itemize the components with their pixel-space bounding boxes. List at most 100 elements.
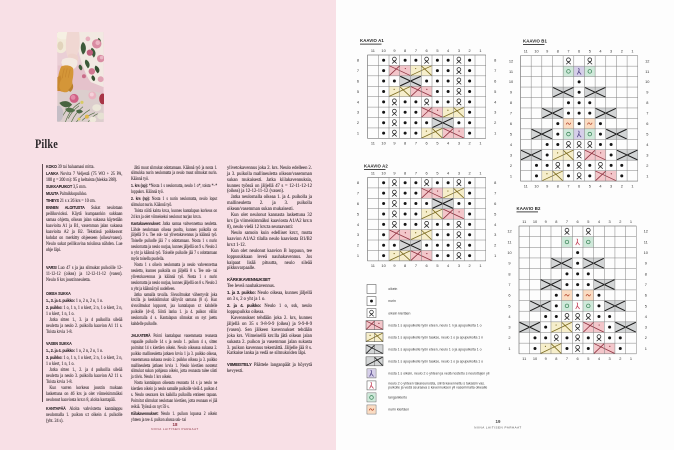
svg-text:1: 1 bbox=[479, 141, 481, 146]
svg-text:7: 7 bbox=[645, 282, 647, 287]
svg-text:11: 11 bbox=[645, 69, 649, 74]
svg-text:6: 6 bbox=[510, 121, 512, 126]
svg-text:2: 2 bbox=[469, 141, 471, 146]
svg-text:9: 9 bbox=[546, 183, 548, 188]
svg-text:4: 4 bbox=[494, 222, 497, 227]
svg-text:2: 2 bbox=[645, 335, 647, 340]
svg-text:11: 11 bbox=[644, 239, 648, 244]
svg-text:2: 2 bbox=[494, 120, 496, 125]
svg-text:NIINA LAITISEN PARHAAT: NIINA LAITISEN PARHAAT bbox=[474, 426, 522, 430]
svg-text:8: 8 bbox=[404, 48, 406, 53]
svg-text:5: 5 bbox=[494, 211, 496, 216]
svg-text:3: 3 bbox=[646, 152, 648, 157]
svg-text:3: 3 bbox=[609, 356, 611, 361]
svg-text:7: 7 bbox=[566, 219, 568, 224]
svg-text:10: 10 bbox=[507, 250, 512, 255]
svg-text:8: 8 bbox=[404, 141, 406, 146]
svg-text:7: 7 bbox=[566, 356, 568, 361]
svg-text:7: 7 bbox=[494, 191, 496, 196]
svg-text:KAAVIO B2: KAAVIO B2 bbox=[517, 206, 541, 211]
svg-text:10: 10 bbox=[381, 263, 386, 268]
svg-text:7: 7 bbox=[567, 183, 569, 188]
svg-text:3: 3 bbox=[357, 232, 359, 237]
svg-text:8: 8 bbox=[508, 271, 510, 276]
svg-text:langankierto: langankierto bbox=[388, 396, 407, 400]
svg-text:7: 7 bbox=[494, 68, 496, 73]
svg-text:8: 8 bbox=[357, 180, 359, 185]
svg-text:5: 5 bbox=[589, 49, 591, 54]
svg-text:7: 7 bbox=[510, 111, 512, 116]
svg-text:6: 6 bbox=[577, 356, 579, 361]
svg-text:3: 3 bbox=[458, 170, 460, 175]
svg-text:10: 10 bbox=[381, 170, 386, 175]
svg-text:4: 4 bbox=[357, 99, 360, 104]
svg-text:9: 9 bbox=[545, 356, 547, 361]
svg-text:5: 5 bbox=[357, 211, 359, 216]
svg-text:1: 1 bbox=[479, 263, 481, 268]
svg-text:2: 2 bbox=[619, 356, 621, 361]
svg-text:oikein kiertäen: oikein kiertäen bbox=[388, 311, 410, 315]
svg-text:4: 4 bbox=[447, 170, 450, 175]
svg-text:4: 4 bbox=[598, 356, 601, 361]
svg-text:11: 11 bbox=[522, 219, 526, 224]
svg-text:5: 5 bbox=[436, 141, 438, 146]
svg-text:1: 1 bbox=[631, 183, 633, 188]
svg-text:4: 4 bbox=[646, 142, 649, 147]
svg-text:5: 5 bbox=[508, 303, 510, 308]
svg-text:1: 1 bbox=[494, 131, 496, 136]
svg-text:neulo 2 o yhteen takareunoista: neulo 2 o yhteen takareunoista, siirrä k… bbox=[388, 382, 485, 386]
svg-text:1: 1 bbox=[631, 49, 633, 54]
svg-text:6: 6 bbox=[426, 141, 428, 146]
svg-text:2: 2 bbox=[357, 243, 359, 248]
svg-text:5: 5 bbox=[645, 303, 647, 308]
svg-text:8: 8 bbox=[555, 356, 557, 361]
svg-text:8: 8 bbox=[646, 100, 648, 105]
svg-text:nosta 1 s apupuikolle työn ete: nosta 1 s apupuikolle työn eteen, neulo … bbox=[388, 323, 481, 327]
svg-text:8: 8 bbox=[510, 100, 512, 105]
svg-text:10: 10 bbox=[645, 79, 650, 84]
svg-text:4: 4 bbox=[508, 314, 511, 319]
svg-text:1: 1 bbox=[510, 173, 512, 178]
svg-text:10: 10 bbox=[381, 141, 386, 146]
svg-text:11: 11 bbox=[371, 141, 375, 146]
svg-text:6: 6 bbox=[357, 201, 359, 206]
svg-text:4: 4 bbox=[645, 314, 648, 319]
svg-text:3: 3 bbox=[508, 325, 510, 330]
svg-text:5: 5 bbox=[436, 263, 438, 268]
svg-text:6: 6 bbox=[357, 79, 359, 84]
svg-text:2: 2 bbox=[621, 183, 623, 188]
svg-text:1: 1 bbox=[646, 173, 648, 178]
svg-text:4: 4 bbox=[510, 142, 513, 147]
svg-text:6: 6 bbox=[508, 293, 510, 298]
svg-text:2: 2 bbox=[510, 163, 512, 168]
svg-text:4: 4 bbox=[599, 49, 602, 54]
svg-text:1: 1 bbox=[479, 48, 481, 53]
svg-text:8: 8 bbox=[557, 49, 559, 54]
svg-text:1: 1 bbox=[630, 219, 632, 224]
svg-text:1: 1 bbox=[479, 170, 481, 175]
svg-text:4: 4 bbox=[598, 219, 601, 224]
svg-text:2: 2 bbox=[469, 170, 471, 175]
svg-text:9: 9 bbox=[546, 49, 548, 54]
svg-text:9: 9 bbox=[393, 141, 395, 146]
svg-text:11: 11 bbox=[507, 239, 511, 244]
svg-text:3: 3 bbox=[609, 219, 611, 224]
svg-text:10: 10 bbox=[533, 219, 538, 224]
svg-text:5: 5 bbox=[436, 48, 438, 53]
svg-text:7: 7 bbox=[415, 48, 417, 53]
svg-text:4: 4 bbox=[447, 48, 450, 53]
svg-text:3: 3 bbox=[510, 152, 512, 157]
svg-text:1: 1 bbox=[357, 253, 359, 258]
svg-text:9: 9 bbox=[545, 219, 547, 224]
svg-text:3: 3 bbox=[458, 141, 460, 146]
svg-text:7: 7 bbox=[567, 49, 569, 54]
svg-text:KAAVIO A2: KAAVIO A2 bbox=[364, 163, 388, 168]
svg-text:9: 9 bbox=[510, 90, 512, 95]
svg-text:6: 6 bbox=[426, 170, 428, 175]
svg-text:2: 2 bbox=[357, 120, 359, 125]
svg-text:7: 7 bbox=[357, 68, 359, 73]
svg-text:3: 3 bbox=[494, 232, 496, 237]
svg-text:11: 11 bbox=[522, 356, 526, 361]
svg-text:1: 1 bbox=[645, 346, 647, 351]
svg-text:6: 6 bbox=[426, 263, 428, 268]
